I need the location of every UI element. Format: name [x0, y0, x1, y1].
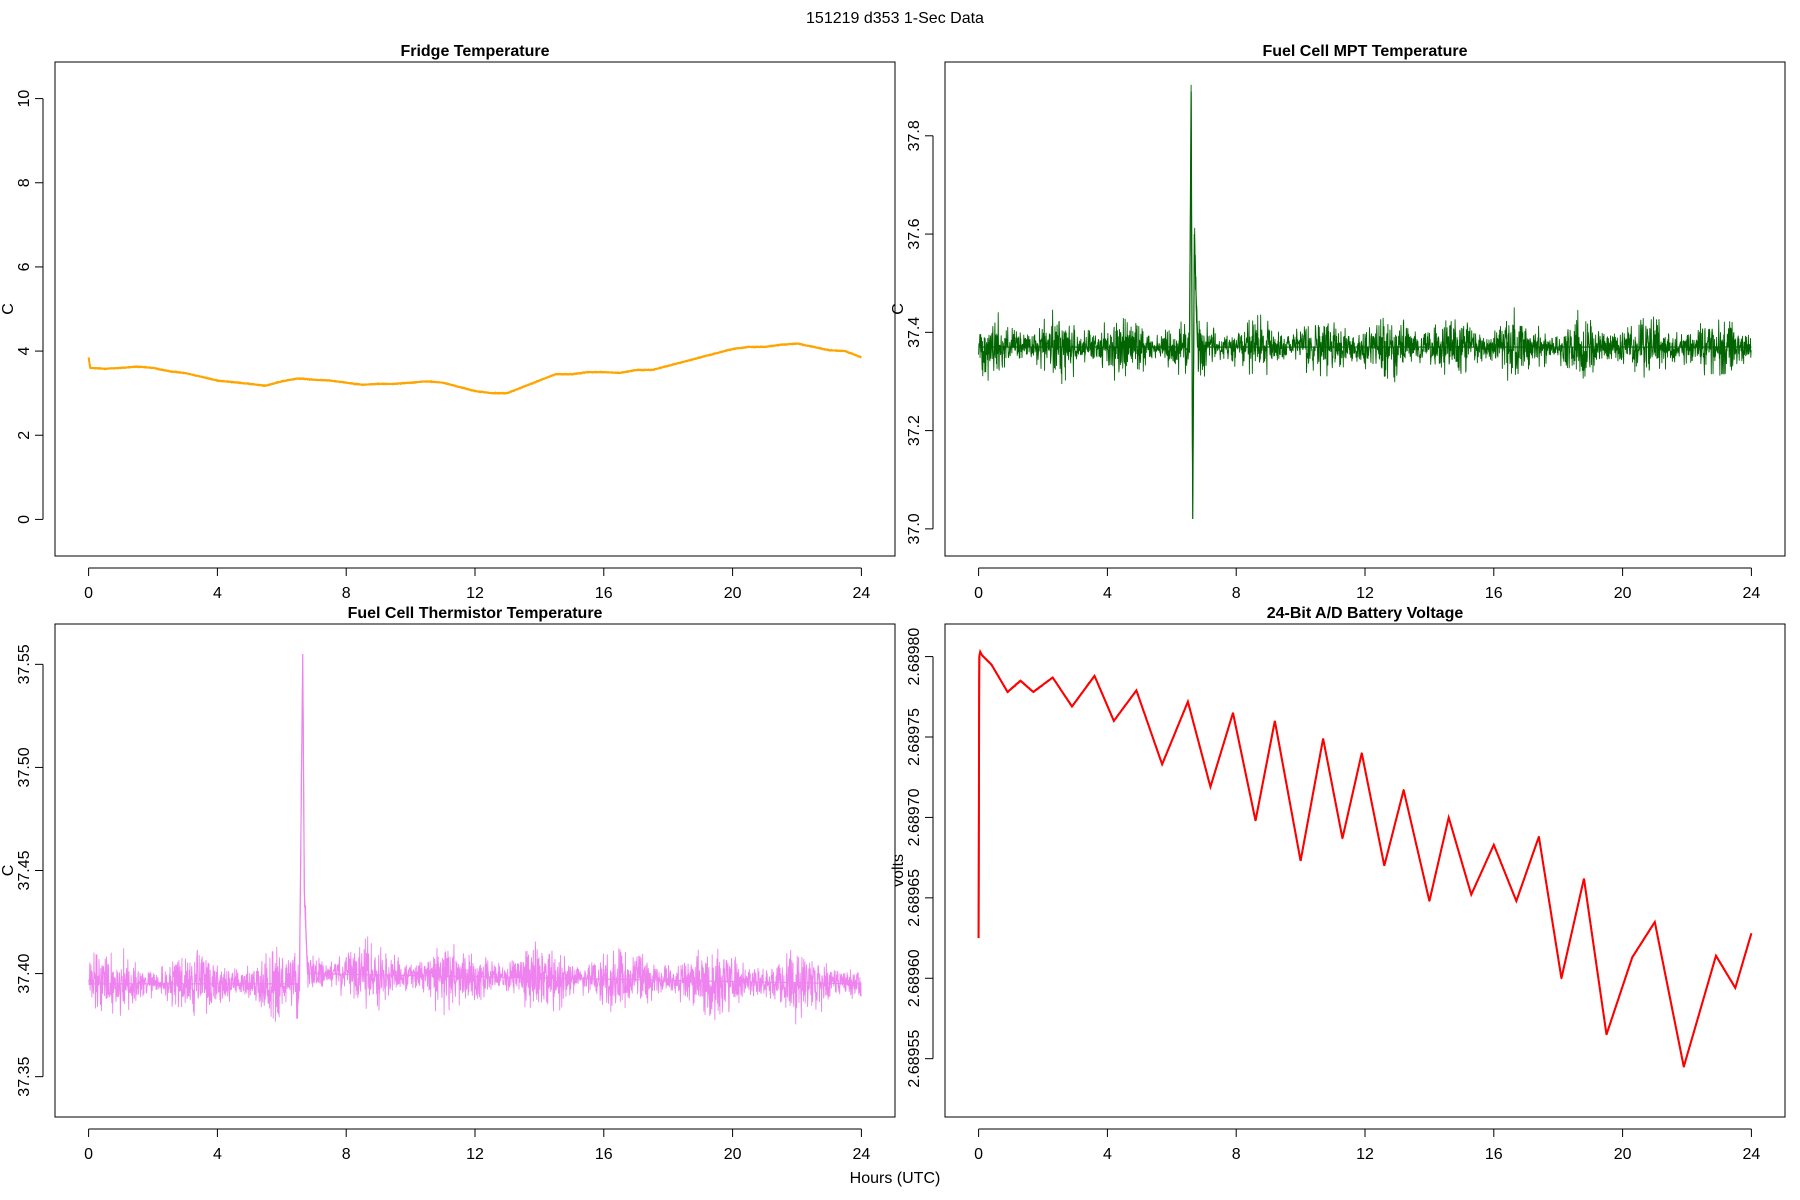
panel-battery-voltage: 24-Bit A/D Battery Voltage 0 4 8 12 16 20 24 2.6… [890, 605, 1786, 1163]
y-tick-label: 2.68980 [906, 628, 923, 686]
x-tick-label: 12 [466, 585, 484, 602]
y-tick-label: 37.6 [906, 218, 923, 249]
x-tick-label: 0 [84, 585, 93, 602]
plot-frame [54, 61, 896, 557]
y-tick-label: 2.68960 [906, 949, 923, 1007]
y-tick-label: 2.68965 [906, 869, 923, 927]
data-series-trend [87, 342, 862, 395]
x-tick-label: 4 [1103, 585, 1112, 602]
y-tick-label: 37.50 [16, 747, 33, 787]
data-series-trend [978, 91, 1752, 520]
y-tick-label: 37.2 [906, 415, 923, 446]
y-tick-label: 37.40 [16, 953, 33, 993]
panel-title: 24-Bit A/D Battery Voltage [1267, 605, 1464, 622]
data-series-line [87, 342, 862, 395]
plot-frame [944, 623, 1786, 1118]
shared-x-axis-title: Hours (UTC) [850, 1170, 941, 1187]
x-tick-label: 4 [213, 1146, 222, 1163]
plot-frame [944, 61, 1786, 557]
x-tick-label: 12 [1356, 1146, 1374, 1163]
y-tick-label: 37.0 [906, 513, 923, 544]
x-tick-label: 16 [595, 1146, 613, 1163]
x-tick-label: 16 [1485, 1146, 1503, 1163]
x-tick-label: 20 [1614, 585, 1632, 602]
plot-frame [54, 623, 896, 1118]
x-tick-label: 24 [1743, 585, 1761, 602]
x-tick-label: 24 [1743, 1146, 1761, 1163]
x-tick-label: 20 [1614, 1146, 1632, 1163]
y-tick-label: 8 [16, 178, 33, 187]
x-tick-label: 0 [974, 1146, 983, 1163]
y-tick-label: 37.4 [906, 317, 923, 348]
y-tick-label: 0 [16, 515, 33, 524]
x-tick-label: 20 [724, 1146, 742, 1163]
x-tick-label: 8 [342, 1146, 351, 1163]
y-tick-label: 37.35 [16, 1057, 33, 1097]
panel-fuel-cell-thermistor-temperature: Fuel Cell Thermistor Temperature 0 4 8 12 16 2… [0, 605, 896, 1163]
panel-title: Fuel Cell MPT Temperature [1262, 43, 1467, 60]
y-tick-label: 2.68955 [906, 1030, 923, 1088]
data-series-trend [88, 654, 862, 1005]
figure-title: 151219 d353 1-Sec Data [806, 10, 984, 27]
x-tick-label: 16 [595, 585, 613, 602]
y-axis-title: volts [890, 854, 907, 887]
y-tick-label: 37.8 [906, 120, 923, 151]
panel-title: Fuel Cell Thermistor Temperature [348, 605, 603, 622]
x-tick-label: 4 [213, 585, 222, 602]
data-series-trend [977, 648, 1753, 1067]
y-axis-title: C [0, 865, 17, 877]
x-tick-label: 0 [974, 585, 983, 602]
data-series-line [88, 664, 862, 1025]
x-tick-label: 8 [342, 585, 351, 602]
x-tick-label: 12 [1356, 585, 1374, 602]
y-tick-label: 10 [16, 90, 33, 108]
panel-title: Fridge Temperature [400, 43, 549, 60]
data-series-line [977, 651, 1753, 1068]
x-tick-label: 16 [1485, 585, 1503, 602]
panel-fuel-cell-mpt-temperature: Fuel Cell MPT Temperature 0 4 8 12 16 20 24 37.0… [890, 43, 1786, 602]
y-tick-label: 2.68970 [906, 788, 923, 846]
x-tick-label: 24 [853, 1146, 871, 1163]
y-tick-label: 37.55 [16, 644, 33, 684]
x-tick-label: 8 [1232, 585, 1241, 602]
x-tick-label: 24 [853, 585, 871, 602]
y-axis-title: C [890, 303, 907, 315]
x-tick-label: 0 [84, 1146, 93, 1163]
y-axis-title: C [0, 303, 17, 315]
x-tick-label: 20 [724, 585, 742, 602]
y-tick-label: 6 [16, 262, 33, 271]
y-tick-label: 2.68975 [906, 708, 923, 766]
data-series-line [978, 84, 1752, 498]
x-tick-label: 12 [466, 1146, 484, 1163]
x-tick-label: 4 [1103, 1146, 1112, 1163]
y-tick-label: 4 [16, 347, 33, 356]
x-tick-label: 8 [1232, 1146, 1241, 1163]
y-tick-label: 37.45 [16, 850, 33, 890]
y-tick-label: 2 [16, 431, 33, 440]
